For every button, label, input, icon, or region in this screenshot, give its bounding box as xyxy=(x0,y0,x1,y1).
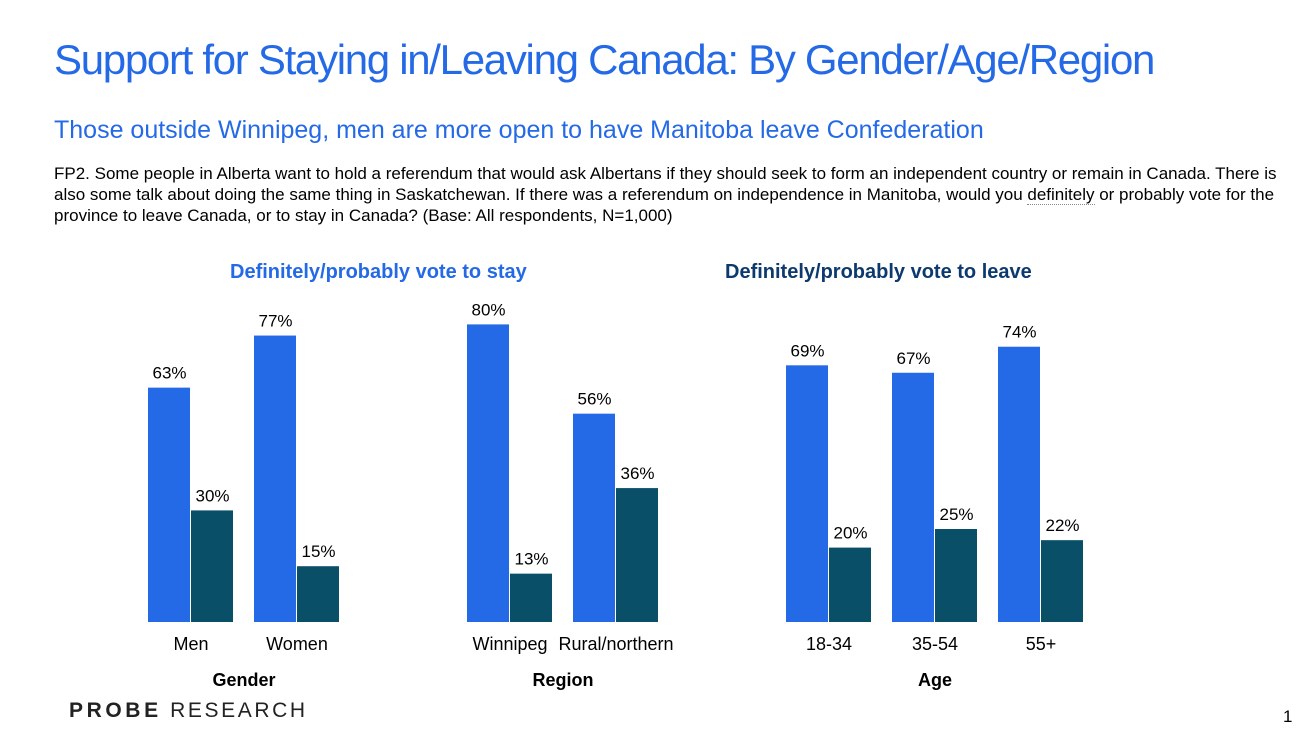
page-subtitle: Those outside Winnipeg, men are more ope… xyxy=(54,116,984,144)
data-label-leave-gender-men: 30% xyxy=(195,486,229,505)
legend-stay: Definitely/probably vote to stay xyxy=(230,261,527,283)
group-label-age: Age xyxy=(918,670,952,690)
category-label-men: Men xyxy=(173,634,208,654)
legend-leave: Definitely/probably vote to leave xyxy=(725,261,1032,283)
bar-stay-age-55- xyxy=(998,346,1040,622)
data-label-stay-age-18-34: 69% xyxy=(790,341,824,360)
data-label-leave-age-55-: 22% xyxy=(1045,516,1079,535)
data-label-leave-age-18-34: 20% xyxy=(833,524,867,543)
data-label-stay-gender-men: 63% xyxy=(152,364,186,383)
category-label-women: Women xyxy=(266,634,328,654)
logo-word-probe: PROBE xyxy=(69,699,162,722)
data-label-stay-gender-women: 77% xyxy=(258,312,292,331)
bar-stay-region-rural-northern xyxy=(573,413,615,622)
bar-stay-age-35-54 xyxy=(892,372,934,622)
bar-leave-age-35-54 xyxy=(935,529,977,622)
category-label-winnipeg: Winnipeg xyxy=(472,634,547,654)
category-label-35-54: 35-54 xyxy=(912,634,958,654)
bar-leave-gender-women xyxy=(297,566,339,622)
category-label-18-34: 18-34 xyxy=(806,634,852,654)
question-text-underlined-word: definitely xyxy=(1027,185,1095,205)
bar-leave-age-18-34 xyxy=(829,547,871,622)
data-label-stay-age-35-54: 67% xyxy=(896,349,930,368)
page-title: Support for Staying in/Leaving Canada: B… xyxy=(54,36,1155,83)
bar-leave-gender-men xyxy=(191,510,233,622)
slide-number: 1 xyxy=(1283,707,1293,726)
category-label-rural-northern: Rural/northern xyxy=(558,634,673,654)
data-label-stay-age-55-: 74% xyxy=(1002,323,1036,342)
question-text: FP2. Some people in Alberta want to hold… xyxy=(54,163,1279,226)
bar-leave-age-55- xyxy=(1041,540,1083,622)
bar-stay-region-winnipeg xyxy=(467,324,509,622)
probe-research-logo: PROBE RESEARCH xyxy=(69,699,308,723)
data-label-stay-region-rural-northern: 56% xyxy=(577,390,611,409)
group-label-gender: Gender xyxy=(212,670,275,690)
bar-stay-gender-women xyxy=(254,335,296,622)
bar-leave-region-winnipeg xyxy=(510,573,552,622)
data-label-stay-region-winnipeg: 80% xyxy=(471,300,505,319)
data-label-leave-region-winnipeg: 13% xyxy=(514,550,548,569)
data-label-leave-age-35-54: 25% xyxy=(939,505,973,524)
question-text-part-2: or probably vote for the province to lea… xyxy=(54,185,1275,225)
group-label-region: Region xyxy=(533,670,594,690)
bar-stay-gender-men xyxy=(148,387,190,622)
category-label-55-: 55+ xyxy=(1026,634,1057,654)
data-label-leave-region-rural-northern: 36% xyxy=(620,464,654,483)
data-label-leave-gender-women: 15% xyxy=(301,542,335,561)
bar-leave-region-rural-northern xyxy=(616,488,658,622)
logo-word-research: RESEARCH xyxy=(170,699,308,722)
question-text-part-1: FP2. Some people in Alberta want to hold… xyxy=(54,164,1277,204)
bar-stay-age-18-34 xyxy=(786,365,828,622)
